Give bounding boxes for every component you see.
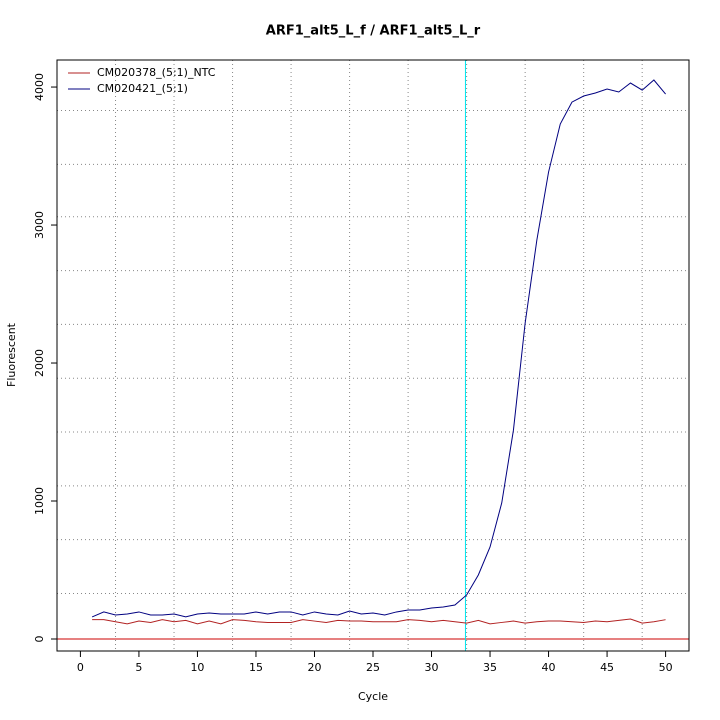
series-line: [91, 79, 666, 618]
y-axis-label: Fluorescent: [5, 322, 18, 387]
x-tick-label: 25: [366, 661, 380, 674]
y-tick-label: 3000: [33, 211, 46, 239]
x-tick-label: 50: [659, 661, 673, 674]
x-tick-label: 40: [542, 661, 556, 674]
y-tick-label: 0: [33, 635, 46, 642]
y-tick-label: 1000: [33, 487, 46, 515]
y-tick-label: 2000: [33, 349, 46, 377]
x-tick-label: 35: [483, 661, 497, 674]
x-tick-label: 15: [249, 661, 263, 674]
plot-frame: [56, 59, 690, 652]
x-tick-label: 45: [600, 661, 614, 674]
y-tick-label: 4000: [33, 73, 46, 101]
legend-label: CM020378_(5:1)_NTC: [97, 66, 216, 79]
x-tick-label: 20: [307, 661, 321, 674]
x-tick-label: 5: [135, 661, 142, 674]
x-tick-label: 10: [190, 661, 204, 674]
x-tick-label: 30: [425, 661, 439, 674]
x-tick-label: 0: [77, 661, 84, 674]
chart-title: ARF1_alt5_L_f / ARF1_alt5_L_r: [266, 24, 481, 39]
legend-label: CM020421_(5:1): [97, 82, 188, 95]
x-axis-label: Cycle: [358, 690, 388, 703]
series-line: [92, 618, 666, 625]
